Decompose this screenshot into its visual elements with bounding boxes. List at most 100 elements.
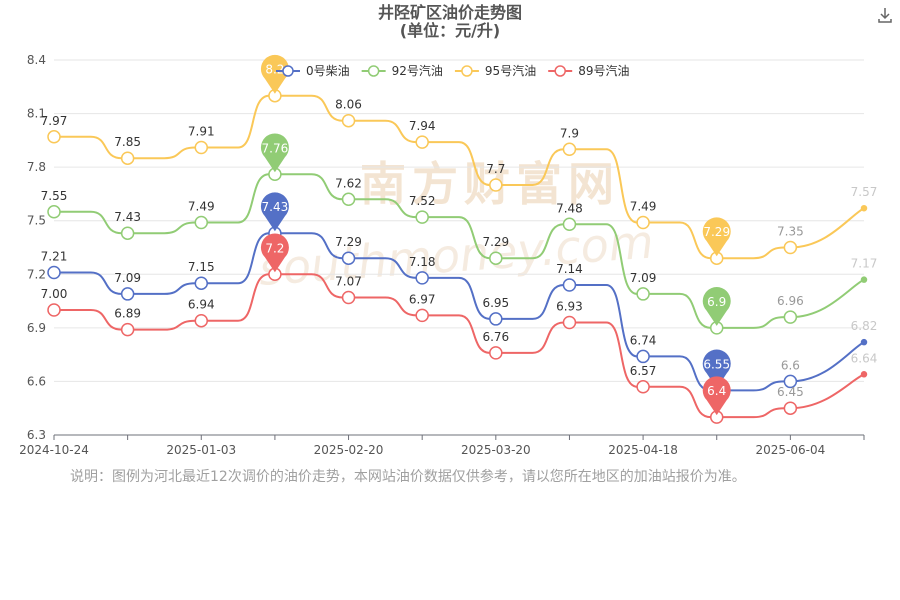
legend-swatch bbox=[554, 65, 566, 77]
data-point bbox=[415, 308, 429, 323]
marker-pin-label: 6.9 bbox=[707, 295, 726, 309]
marker-pin bbox=[260, 54, 289, 94]
data-label: 7.48 bbox=[556, 201, 583, 215]
data-label: 7.17 bbox=[851, 257, 878, 271]
data-point bbox=[562, 315, 577, 330]
data-point bbox=[341, 251, 356, 265]
x-tick-label: 2025-01-03 bbox=[166, 443, 236, 457]
y-tick-label: 8.1 bbox=[27, 107, 46, 121]
x-tick-label: 2025-02-20 bbox=[314, 443, 384, 457]
data-point bbox=[120, 322, 135, 337]
data-point bbox=[636, 215, 650, 230]
data-point bbox=[636, 287, 650, 301]
data-label: 6.74 bbox=[630, 333, 657, 347]
data-point bbox=[341, 113, 356, 128]
legend-label: 89号汽油 bbox=[578, 63, 629, 78]
marker-pin-label: 6.4 bbox=[707, 384, 726, 398]
data-label: 7.85 bbox=[114, 135, 141, 149]
y-tick-label: 7.5 bbox=[27, 214, 46, 228]
data-point bbox=[194, 276, 209, 290]
data-point bbox=[860, 338, 868, 346]
marker-pin-label: 6.55 bbox=[703, 357, 730, 371]
data-label: 7.14 bbox=[556, 262, 583, 276]
data-label: 8.06 bbox=[335, 98, 362, 112]
data-label: 7.29 bbox=[482, 235, 509, 249]
marker-pin bbox=[702, 376, 731, 416]
data-label: 6.94 bbox=[188, 298, 215, 312]
data-label: 6.82 bbox=[851, 319, 878, 333]
series-line bbox=[54, 273, 865, 419]
data-label: 6.96 bbox=[777, 294, 804, 308]
data-label: 7.49 bbox=[630, 200, 657, 214]
data-label: 6.95 bbox=[482, 296, 509, 310]
data-point bbox=[489, 312, 503, 326]
chart-subtitle: (单位：元/升) bbox=[399, 21, 501, 40]
marker-pin-label: 7.2 bbox=[265, 241, 284, 255]
data-point bbox=[47, 130, 61, 144]
data-point bbox=[47, 303, 61, 317]
data-label: 6.89 bbox=[114, 307, 141, 321]
data-label: 7.55 bbox=[41, 189, 68, 203]
series-points bbox=[47, 88, 868, 424]
marker-pin-label: 8.2 bbox=[265, 63, 284, 77]
marker-pin bbox=[260, 192, 289, 232]
data-point bbox=[562, 217, 577, 232]
data-point bbox=[562, 142, 577, 157]
x-tick-label: 2025-03-20 bbox=[461, 443, 531, 457]
data-label: 7.49 bbox=[188, 200, 215, 214]
data-label: 7.57 bbox=[851, 185, 878, 199]
y-tick-label: 7.8 bbox=[27, 160, 46, 174]
legend-label: 92号汽油 bbox=[392, 63, 443, 78]
data-point bbox=[120, 226, 135, 240]
legend-label: 0号柴油 bbox=[306, 64, 350, 78]
data-label: 7.94 bbox=[409, 119, 436, 133]
data-label: 6.93 bbox=[556, 300, 583, 314]
data-point bbox=[636, 380, 650, 394]
download-icon[interactable] bbox=[876, 6, 894, 24]
data-label: 7.43 bbox=[114, 210, 141, 224]
data-label: 7.07 bbox=[335, 275, 362, 289]
data-label: 6.57 bbox=[630, 364, 657, 378]
chart-title-main: 井陉矿区油价走势图 bbox=[377, 3, 522, 22]
y-tick-label: 6.9 bbox=[27, 321, 46, 335]
data-point bbox=[860, 204, 868, 212]
legend-label: 95号汽油 bbox=[485, 63, 536, 78]
data-label: 6.76 bbox=[482, 330, 509, 344]
marker-pin bbox=[702, 287, 731, 326]
data-point bbox=[47, 205, 61, 219]
data-point bbox=[415, 271, 429, 285]
data-label: 7.9 bbox=[560, 126, 579, 140]
marker-pin bbox=[260, 133, 289, 173]
data-point bbox=[194, 215, 209, 230]
y-tick-label: 6.6 bbox=[27, 374, 46, 388]
y-tick-label: 6.3 bbox=[27, 428, 46, 442]
axes: 2024-10-24 2025-01-03 2025-02-20 2025-03-20… bbox=[19, 434, 865, 457]
data-point bbox=[489, 346, 503, 360]
data-label: 7.09 bbox=[630, 271, 657, 285]
data-point bbox=[860, 371, 868, 378]
data-label: 7.21 bbox=[41, 250, 68, 264]
x-tick-label: 2025-06-04 bbox=[755, 443, 825, 457]
chart-title: 井陉矿区油价走势图 (单位：元/升) bbox=[0, 4, 900, 40]
legend: 0号柴油 92号汽油 95号汽油 89号汽油 bbox=[276, 63, 629, 78]
marker-pin bbox=[702, 217, 731, 257]
x-tick-label: 2025-04-18 bbox=[608, 443, 678, 457]
data-point bbox=[783, 310, 798, 324]
data-label: 6.45 bbox=[777, 385, 804, 399]
y-tick-label: 8.4 bbox=[27, 53, 46, 67]
data-label: 7.91 bbox=[188, 125, 215, 139]
legend-swatch bbox=[367, 65, 380, 77]
data-label: 7.29 bbox=[335, 235, 362, 249]
data-point bbox=[194, 140, 209, 155]
data-label: 7.15 bbox=[188, 260, 215, 274]
y-tick-label: 7.2 bbox=[27, 267, 46, 281]
data-label: 7.62 bbox=[335, 176, 362, 190]
data-label: 6.64 bbox=[851, 351, 878, 365]
data-label: 7.97 bbox=[41, 114, 68, 128]
data-point bbox=[783, 240, 798, 255]
data-label: 7.35 bbox=[777, 225, 804, 239]
marker-pin-label: 7.43 bbox=[262, 200, 289, 214]
marker-pin-label: 7.76 bbox=[262, 141, 289, 155]
data-point bbox=[415, 210, 429, 224]
